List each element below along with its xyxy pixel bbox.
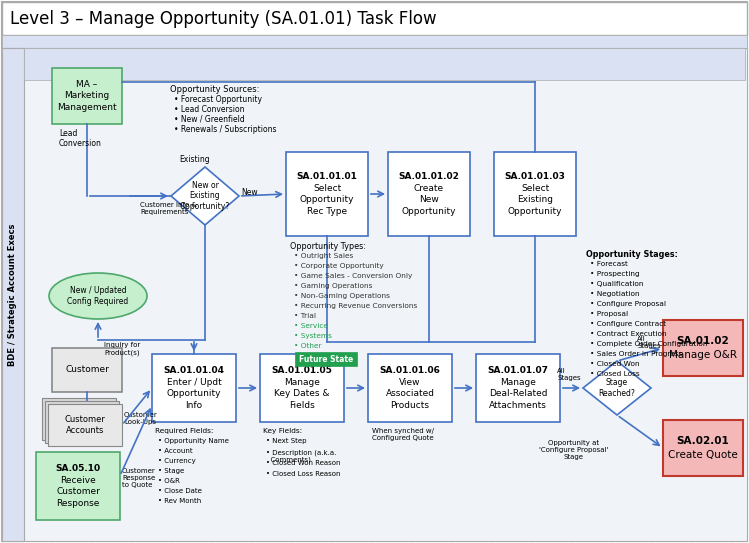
Text: • Complete Order Configuration: • Complete Order Configuration bbox=[590, 341, 708, 347]
Text: Stage
Reached?: Stage Reached? bbox=[598, 378, 635, 397]
Polygon shape bbox=[171, 167, 239, 225]
Text: Opportunity Types:: Opportunity Types: bbox=[290, 242, 366, 251]
Text: • Non-Gaming Operations: • Non-Gaming Operations bbox=[294, 293, 390, 299]
Text: BDE / Strategic Account Execs: BDE / Strategic Account Execs bbox=[8, 223, 17, 365]
Text: Existing: Existing bbox=[517, 195, 553, 204]
Text: Customer
Accounts: Customer Accounts bbox=[64, 415, 106, 435]
FancyBboxPatch shape bbox=[42, 398, 116, 440]
Text: Receive: Receive bbox=[60, 476, 96, 485]
Text: • Negotiation: • Negotiation bbox=[590, 291, 640, 297]
Text: • Gaming Operations: • Gaming Operations bbox=[294, 283, 372, 289]
FancyBboxPatch shape bbox=[476, 354, 560, 422]
Text: Manage: Manage bbox=[500, 377, 536, 387]
Text: View: View bbox=[399, 377, 421, 387]
Text: • Renewals / Subscriptions: • Renewals / Subscriptions bbox=[174, 125, 276, 134]
Text: • Rev Month: • Rev Month bbox=[158, 498, 201, 504]
FancyBboxPatch shape bbox=[2, 2, 747, 35]
Text: Existing: Existing bbox=[180, 155, 210, 164]
Text: • Systems: • Systems bbox=[294, 333, 332, 339]
Text: SA.01.01.03: SA.01.01.03 bbox=[505, 172, 565, 181]
Text: • Sales Order in Progress: • Sales Order in Progress bbox=[590, 351, 682, 357]
FancyBboxPatch shape bbox=[2, 48, 747, 541]
Polygon shape bbox=[583, 361, 651, 415]
Text: Opportunity: Opportunity bbox=[401, 207, 456, 216]
Text: • Opportunity Name: • Opportunity Name bbox=[158, 438, 229, 444]
Text: Fields: Fields bbox=[289, 401, 315, 410]
Text: SA.01.01.06: SA.01.01.06 bbox=[380, 366, 440, 375]
Text: Customer: Customer bbox=[56, 488, 100, 496]
Text: Future State: Future State bbox=[299, 355, 353, 363]
Text: • Configure Contract: • Configure Contract bbox=[590, 321, 666, 327]
Text: Response: Response bbox=[56, 499, 100, 508]
Text: Customer
Look-Ups: Customer Look-Ups bbox=[124, 412, 158, 425]
FancyBboxPatch shape bbox=[52, 348, 122, 392]
Text: Select: Select bbox=[313, 184, 341, 193]
FancyBboxPatch shape bbox=[48, 404, 122, 446]
Text: Select: Select bbox=[521, 184, 549, 193]
Text: Enter / Updt: Enter / Updt bbox=[166, 377, 222, 387]
FancyBboxPatch shape bbox=[494, 152, 576, 236]
Text: • Configure Proposal: • Configure Proposal bbox=[590, 301, 666, 307]
Text: SA.01.02: SA.01.02 bbox=[676, 336, 730, 346]
Ellipse shape bbox=[49, 273, 147, 319]
FancyBboxPatch shape bbox=[45, 401, 119, 443]
Text: Level 3 – Manage Opportunity (SA.01.01) Task Flow: Level 3 – Manage Opportunity (SA.01.01) … bbox=[10, 9, 437, 28]
Text: Key Dates &: Key Dates & bbox=[274, 389, 330, 399]
Text: New: New bbox=[241, 188, 258, 197]
Text: SA.01.01.07: SA.01.01.07 bbox=[488, 366, 548, 375]
FancyBboxPatch shape bbox=[663, 320, 743, 376]
Text: New / Updated
Config Required: New / Updated Config Required bbox=[67, 286, 129, 306]
Text: All
Stages: All Stages bbox=[637, 336, 661, 349]
Text: Associated: Associated bbox=[386, 389, 434, 399]
Text: When synched w/
Configured Quote: When synched w/ Configured Quote bbox=[372, 428, 434, 441]
Text: • Contract Execution: • Contract Execution bbox=[590, 331, 667, 337]
FancyBboxPatch shape bbox=[52, 68, 122, 124]
Text: • Stage: • Stage bbox=[158, 468, 184, 474]
Text: Key Fields:: Key Fields: bbox=[263, 428, 302, 434]
Text: Lead
Conversion: Lead Conversion bbox=[59, 129, 102, 148]
Text: SA.01.01.02: SA.01.01.02 bbox=[398, 172, 459, 181]
Text: • Closed Loss: • Closed Loss bbox=[590, 371, 640, 377]
FancyBboxPatch shape bbox=[295, 352, 357, 366]
Text: Deal-Related: Deal-Related bbox=[489, 389, 548, 399]
Text: • Forecast Opportunity: • Forecast Opportunity bbox=[174, 95, 262, 104]
Text: New: New bbox=[419, 195, 439, 204]
Text: SA.05.10: SA.05.10 bbox=[55, 464, 100, 473]
FancyBboxPatch shape bbox=[2, 48, 24, 541]
Text: Opportunity: Opportunity bbox=[300, 195, 354, 204]
Text: SA.01.01.01: SA.01.01.01 bbox=[297, 172, 357, 181]
Text: • Recurring Revenue Conversions: • Recurring Revenue Conversions bbox=[294, 303, 417, 309]
Text: Opportunity Stages:: Opportunity Stages: bbox=[586, 250, 678, 259]
Text: • Corporate Opportunity: • Corporate Opportunity bbox=[294, 263, 383, 269]
Text: • Other: • Other bbox=[294, 343, 321, 349]
Text: • Qualification: • Qualification bbox=[590, 281, 643, 287]
Text: MA –
Marketing
Management: MA – Marketing Management bbox=[57, 80, 117, 112]
Text: • Proposal: • Proposal bbox=[590, 311, 628, 317]
Text: All
Stages: All Stages bbox=[557, 368, 580, 381]
Text: • Closed Loss Reason: • Closed Loss Reason bbox=[266, 471, 341, 477]
FancyBboxPatch shape bbox=[2, 35, 747, 48]
Text: Manage O&R: Manage O&R bbox=[669, 350, 737, 360]
Text: • Account: • Account bbox=[158, 448, 192, 454]
Text: • New / Greenfield: • New / Greenfield bbox=[174, 115, 245, 124]
Text: Create: Create bbox=[414, 184, 444, 193]
Text: Opportunity Sources:: Opportunity Sources: bbox=[170, 85, 259, 94]
Text: Products: Products bbox=[390, 401, 429, 410]
Text: Opportunity: Opportunity bbox=[508, 207, 562, 216]
Text: Customer: Customer bbox=[65, 365, 109, 375]
FancyBboxPatch shape bbox=[152, 354, 236, 422]
Text: Customer
Response
to Quote: Customer Response to Quote bbox=[122, 468, 156, 488]
Text: Customer Info &
Requirements: Customer Info & Requirements bbox=[140, 202, 197, 215]
Text: • Forecast: • Forecast bbox=[590, 261, 628, 267]
Text: • Next Step: • Next Step bbox=[266, 438, 306, 444]
Text: SA.01.01.04: SA.01.01.04 bbox=[163, 366, 225, 375]
Text: • Trial: • Trial bbox=[294, 313, 316, 319]
Text: • Outright Sales: • Outright Sales bbox=[294, 253, 354, 259]
Text: Required Fields:: Required Fields: bbox=[155, 428, 213, 434]
Text: • Lead Conversion: • Lead Conversion bbox=[174, 105, 244, 114]
FancyBboxPatch shape bbox=[368, 354, 452, 422]
Text: • Currency: • Currency bbox=[158, 458, 195, 464]
Text: • Game Sales - Conversion Only: • Game Sales - Conversion Only bbox=[294, 273, 413, 279]
Text: Manage: Manage bbox=[284, 377, 320, 387]
